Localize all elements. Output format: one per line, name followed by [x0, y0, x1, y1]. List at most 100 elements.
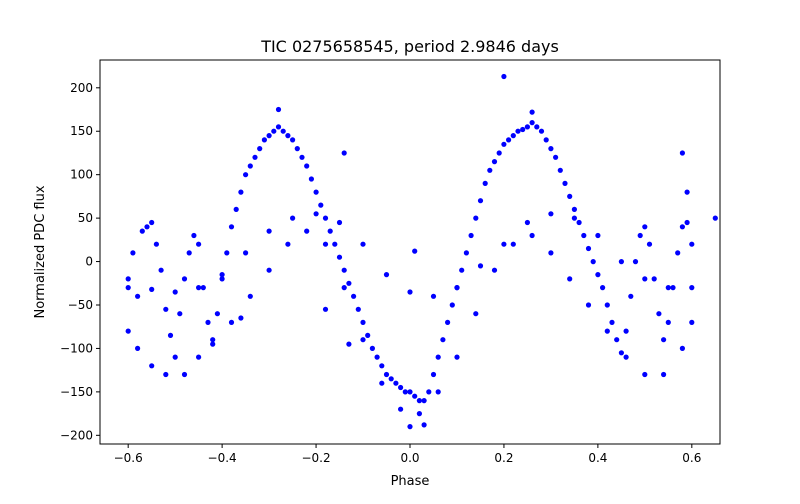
data-point	[322, 241, 329, 247]
data-point	[290, 215, 296, 221]
data-point	[275, 124, 282, 130]
data-point	[407, 389, 413, 395]
data-point	[238, 315, 244, 321]
y-tick-label: 100	[70, 168, 93, 182]
data-point	[224, 250, 230, 256]
data-point	[618, 350, 625, 356]
data-point	[491, 267, 498, 273]
data-point	[656, 311, 662, 317]
data-point	[548, 250, 554, 256]
x-axis-label: Phase	[391, 474, 430, 489]
data-point	[308, 176, 314, 182]
data-point	[383, 371, 390, 378]
data-point	[228, 224, 235, 230]
data-point	[149, 286, 155, 292]
data-point	[501, 141, 507, 147]
y-tick-label: 50	[78, 211, 93, 225]
data-point	[562, 180, 568, 186]
data-point	[266, 133, 272, 139]
data-point	[125, 328, 131, 334]
data-point	[463, 250, 469, 256]
data-point	[590, 259, 596, 265]
data-point	[416, 411, 422, 417]
data-point	[304, 163, 310, 169]
data-point	[163, 371, 169, 378]
data-point	[435, 354, 441, 360]
data-point	[365, 332, 371, 338]
data-point	[477, 263, 484, 269]
data-point	[416, 398, 422, 404]
x-tick-label: 0.4	[588, 451, 607, 465]
y-tick-label: −50	[68, 298, 93, 312]
data-point	[454, 285, 460, 291]
data-point	[285, 241, 291, 247]
data-point	[585, 245, 592, 252]
data-point	[355, 306, 361, 312]
data-point	[689, 241, 695, 247]
data-point	[360, 337, 366, 343]
data-point	[374, 354, 380, 360]
data-point	[491, 159, 498, 165]
data-point	[261, 137, 267, 143]
scatter-points	[125, 73, 718, 430]
data-point	[322, 215, 329, 221]
data-point	[567, 193, 573, 199]
data-point	[454, 354, 460, 360]
data-point	[642, 371, 648, 378]
data-point	[266, 228, 272, 234]
data-point	[318, 202, 324, 208]
data-point	[670, 285, 676, 291]
data-point	[576, 219, 582, 226]
data-point	[210, 341, 216, 347]
data-point	[388, 376, 394, 382]
data-point	[153, 241, 159, 247]
data-point	[191, 232, 197, 239]
data-point	[149, 219, 155, 226]
data-point	[196, 354, 202, 360]
data-point	[266, 267, 272, 273]
data-point	[186, 250, 192, 256]
data-point	[290, 137, 296, 143]
data-point	[548, 211, 554, 217]
data-point	[477, 198, 484, 204]
chart-title: TIC 0275658545, period 2.9846 days	[260, 37, 559, 56]
y-tick-label: −100	[60, 341, 93, 355]
data-point	[571, 206, 578, 212]
data-point	[402, 389, 408, 395]
data-point	[459, 267, 465, 273]
data-point	[135, 293, 141, 299]
data-point	[135, 345, 141, 351]
data-point	[167, 332, 174, 338]
data-point	[421, 422, 427, 428]
data-point	[529, 109, 535, 115]
data-point	[595, 232, 601, 239]
data-point	[553, 154, 559, 160]
data-point	[684, 189, 690, 195]
data-point	[327, 228, 333, 234]
data-point	[360, 319, 366, 325]
data-point	[646, 241, 653, 247]
data-point	[529, 232, 535, 239]
data-point	[412, 248, 418, 254]
data-point	[336, 254, 343, 260]
data-point	[219, 272, 225, 278]
data-point	[346, 341, 352, 347]
data-point	[243, 172, 249, 178]
data-point	[604, 328, 610, 334]
data-point	[665, 285, 671, 291]
data-point	[623, 328, 629, 334]
data-point	[196, 285, 202, 291]
data-point	[196, 241, 202, 247]
data-point	[275, 106, 282, 113]
data-point	[538, 128, 545, 134]
data-point	[200, 285, 206, 291]
data-point	[351, 293, 357, 299]
data-point	[543, 137, 549, 143]
data-point	[247, 163, 253, 169]
data-point	[604, 302, 610, 308]
data-point	[430, 293, 437, 299]
data-point	[233, 206, 239, 212]
data-point	[651, 276, 657, 282]
data-point	[205, 319, 211, 325]
data-point	[158, 267, 164, 273]
